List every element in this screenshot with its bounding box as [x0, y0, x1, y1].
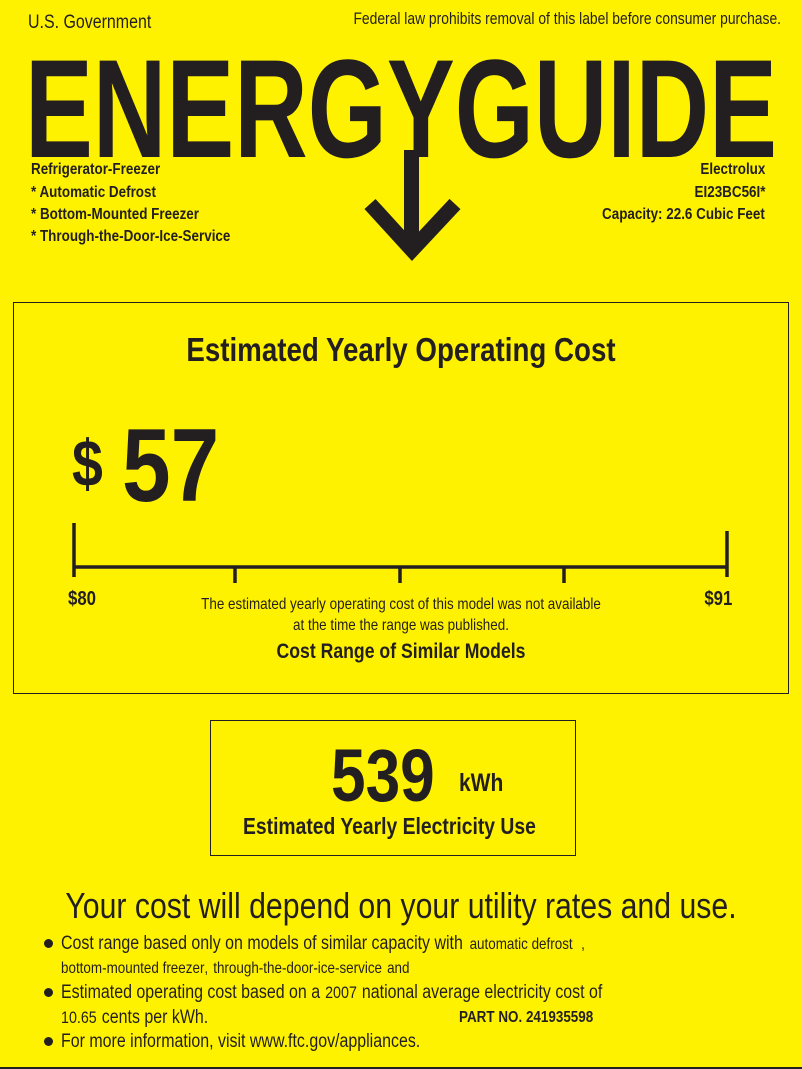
electricity-value: 539 [331, 734, 435, 817]
bullet1-feature: automatic defrost [469, 936, 573, 953]
bullet2-text: Estimated operating cost based on a [61, 982, 321, 1003]
us-government-label: U.S. Government [28, 12, 152, 33]
product-type: Refrigerator-Freezer [31, 161, 161, 178]
bullet1-feature: bottom-mounted freezer [61, 960, 205, 977]
federal-law-notice: Federal law prohibits removal of this la… [353, 10, 781, 28]
cost-range-label: Cost Range of Similar Models [276, 640, 526, 663]
part-number: PART NO. 241935598 [459, 1009, 594, 1026]
bullet1-and: and [387, 960, 410, 977]
bullet2-year: 2007 [325, 983, 357, 1002]
feature-item: * Automatic Defrost [31, 184, 156, 201]
cost-range-scale [72, 523, 729, 583]
operating-cost-box [13, 302, 789, 694]
cost-disclaimer-headline: Your cost will depend on your utility ra… [65, 885, 737, 926]
electricity-use-box [210, 720, 576, 856]
operating-cost-value: 57 [122, 408, 220, 524]
bullet2-text: national average electricity cost of [361, 982, 603, 1003]
capacity: Capacity: 22.6 Cubic Feet [602, 206, 765, 223]
bullet1-line2: bottom-mounted freezer , through-the-doo… [61, 961, 410, 977]
electricity-label: Estimated Yearly Electricity Use [243, 813, 536, 839]
bottom-border [0, 1067, 802, 1069]
bullet1-text: Cost range based only on models of simil… [61, 933, 463, 954]
bullet-icon [44, 988, 53, 997]
bullet1-comma: , [581, 936, 585, 953]
electricity-unit: kWh [459, 769, 504, 797]
bullet-icon [44, 1037, 53, 1046]
energyguide-logo: ENERGYGUIDE [25, 30, 777, 262]
bullet2-line2: 10.65 cents per kWh. [61, 1008, 208, 1027]
model-number: EI23BC56I* [694, 184, 765, 201]
brand: Electrolux [700, 161, 765, 178]
feature-item: * Through-the-Door-Ice-Service [31, 228, 231, 245]
bullet1-feature: through-the-door-ice-service [213, 960, 383, 977]
arrow-down-icon [364, 150, 461, 262]
bullet2-line1: Estimated operating cost based on a 2007… [61, 983, 602, 1002]
cost-note-line1: The estimated yearly operating cost of t… [201, 596, 601, 613]
operating-cost-title: Estimated Yearly Operating Cost [186, 331, 616, 368]
logo-text: ENERGYGUIDE [25, 30, 777, 187]
bullet1-line1: Cost range based only on models of simil… [61, 934, 585, 953]
range-min: $80 [68, 588, 97, 610]
bullet3-text: For more information, visit www.ftc.gov/… [61, 1031, 421, 1052]
bullet2-text: cents per kWh. [101, 1007, 209, 1028]
cost-note-line2: at the time the range was published. [293, 617, 509, 634]
bullet1-comma: , [204, 960, 209, 977]
bullet2-rate: 10.65 [61, 1008, 97, 1027]
currency-symbol: $ [72, 426, 103, 500]
range-max: $91 [703, 588, 732, 610]
bullet-icon [44, 939, 53, 948]
feature-item: * Bottom-Mounted Freezer [31, 206, 199, 223]
